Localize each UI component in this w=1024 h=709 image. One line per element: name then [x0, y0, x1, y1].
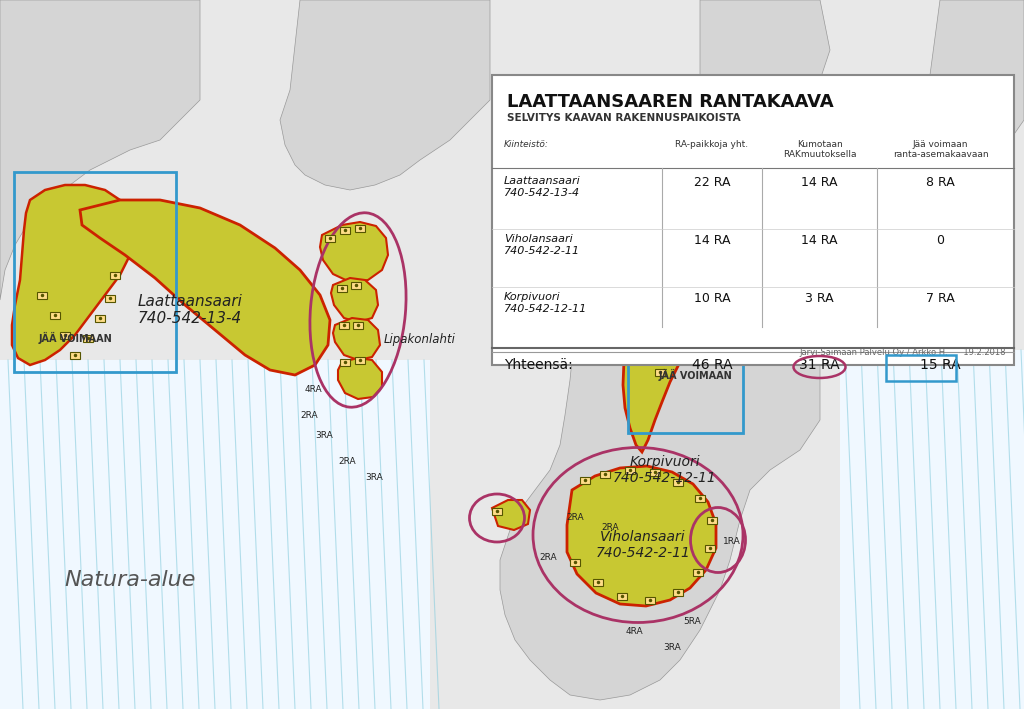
- FancyBboxPatch shape: [660, 325, 670, 332]
- Text: Järvi-Saimaan Palvelu Oy / Arkko H.      19.2.2018: Järvi-Saimaan Palvelu Oy / Arkko H. 19.2…: [800, 348, 1006, 357]
- Text: JÄÄ VOIMAAN: JÄÄ VOIMAAN: [38, 332, 112, 344]
- Text: Laattaansaari
740-542-13-4: Laattaansaari 740-542-13-4: [504, 176, 581, 198]
- Text: 2RA: 2RA: [601, 523, 618, 532]
- FancyBboxPatch shape: [492, 75, 1014, 365]
- Polygon shape: [333, 318, 380, 360]
- Text: Korpivuori
740-542-12-11: Korpivuori 740-542-12-11: [613, 455, 717, 485]
- Text: 22 RA: 22 RA: [693, 176, 730, 189]
- FancyBboxPatch shape: [593, 579, 603, 586]
- FancyBboxPatch shape: [60, 332, 70, 338]
- Text: 14 RA: 14 RA: [801, 234, 838, 247]
- FancyBboxPatch shape: [695, 494, 705, 501]
- FancyBboxPatch shape: [580, 476, 590, 484]
- Polygon shape: [492, 500, 530, 530]
- Text: RA-paikkoja yht.: RA-paikkoja yht.: [676, 140, 749, 149]
- Text: 3RA: 3RA: [664, 644, 681, 652]
- Polygon shape: [280, 0, 490, 190]
- FancyBboxPatch shape: [492, 508, 502, 515]
- Text: 10 RA: 10 RA: [693, 292, 730, 305]
- Polygon shape: [840, 350, 1024, 709]
- Text: Natura-alue: Natura-alue: [65, 570, 196, 590]
- Polygon shape: [925, 0, 1024, 160]
- Text: Kumotaan
RAKmuutoksella: Kumotaan RAKmuutoksella: [782, 140, 856, 160]
- Polygon shape: [0, 0, 200, 300]
- Text: 1RA: 1RA: [723, 537, 741, 547]
- Text: 2RA: 2RA: [338, 457, 355, 467]
- Text: 2RA: 2RA: [540, 554, 557, 562]
- Text: 7 RA: 7 RA: [926, 292, 954, 305]
- Text: 15 RA: 15 RA: [921, 358, 961, 372]
- FancyBboxPatch shape: [355, 357, 365, 364]
- Polygon shape: [338, 358, 382, 399]
- FancyBboxPatch shape: [637, 264, 647, 272]
- Polygon shape: [319, 222, 388, 282]
- Text: SELVITYS KAAVAN RAKENNUSPAIKOISTA: SELVITYS KAAVAN RAKENNUSPAIKOISTA: [507, 113, 740, 123]
- FancyBboxPatch shape: [673, 479, 683, 486]
- FancyBboxPatch shape: [70, 352, 80, 359]
- FancyBboxPatch shape: [339, 321, 349, 328]
- FancyBboxPatch shape: [663, 349, 673, 355]
- FancyBboxPatch shape: [625, 467, 635, 474]
- Text: 31 RA: 31 RA: [799, 358, 840, 372]
- Text: 0: 0: [937, 234, 944, 247]
- Text: 2RA: 2RA: [300, 411, 317, 420]
- Text: Lipakonlahti: Lipakonlahti: [384, 333, 456, 347]
- FancyBboxPatch shape: [647, 281, 657, 289]
- FancyBboxPatch shape: [655, 369, 665, 376]
- Text: 5RA: 5RA: [683, 618, 700, 627]
- Text: Kiinteistö:: Kiinteistö:: [504, 140, 549, 149]
- Polygon shape: [700, 0, 830, 120]
- Polygon shape: [12, 185, 135, 365]
- Text: 46 RA: 46 RA: [691, 358, 732, 372]
- FancyBboxPatch shape: [325, 235, 335, 242]
- FancyBboxPatch shape: [355, 225, 365, 232]
- FancyBboxPatch shape: [673, 588, 683, 596]
- Text: Laattaansaari
740-542-13-4: Laattaansaari 740-542-13-4: [137, 294, 243, 326]
- FancyBboxPatch shape: [693, 569, 703, 576]
- FancyBboxPatch shape: [353, 321, 362, 328]
- FancyBboxPatch shape: [570, 559, 580, 566]
- FancyBboxPatch shape: [95, 315, 105, 321]
- Polygon shape: [500, 250, 820, 700]
- Text: Viholansaari
740-542-2-11: Viholansaari 740-542-2-11: [596, 530, 690, 560]
- Text: Korpivuori
740-542-12-11: Korpivuori 740-542-12-11: [504, 292, 587, 313]
- Text: Jää voimaan
ranta-asemakaavaan: Jää voimaan ranta-asemakaavaan: [893, 140, 988, 160]
- FancyBboxPatch shape: [600, 471, 610, 477]
- FancyBboxPatch shape: [110, 272, 120, 279]
- Text: 8 RA: 8 RA: [926, 176, 954, 189]
- Text: 3RA: 3RA: [365, 474, 383, 483]
- FancyBboxPatch shape: [650, 469, 660, 476]
- FancyBboxPatch shape: [617, 593, 627, 600]
- Text: Viholansaari
740-542-2-11: Viholansaari 740-542-2-11: [504, 234, 581, 256]
- FancyBboxPatch shape: [340, 359, 350, 366]
- Polygon shape: [567, 466, 716, 606]
- Text: LAATTAANSAAREN RANTAKAAVA: LAATTAANSAAREN RANTAKAAVA: [507, 93, 834, 111]
- Text: 2RA: 2RA: [566, 513, 584, 523]
- Polygon shape: [80, 200, 330, 375]
- Polygon shape: [331, 278, 378, 322]
- FancyBboxPatch shape: [105, 294, 115, 301]
- FancyBboxPatch shape: [337, 284, 347, 291]
- Text: 4RA: 4RA: [305, 386, 323, 394]
- FancyBboxPatch shape: [351, 281, 361, 289]
- FancyBboxPatch shape: [645, 596, 655, 603]
- FancyBboxPatch shape: [340, 226, 350, 233]
- Text: 4RA: 4RA: [626, 627, 643, 637]
- FancyBboxPatch shape: [37, 291, 47, 298]
- FancyBboxPatch shape: [707, 516, 717, 523]
- Text: 3RA: 3RA: [315, 430, 333, 440]
- Text: 14 RA: 14 RA: [801, 176, 838, 189]
- FancyBboxPatch shape: [50, 311, 60, 318]
- Polygon shape: [0, 360, 430, 709]
- FancyBboxPatch shape: [705, 545, 715, 552]
- Text: 14 RA: 14 RA: [693, 234, 730, 247]
- Text: Yhteensä:: Yhteensä:: [504, 358, 572, 372]
- Text: JÄÄ VOIMAAN: JÄÄ VOIMAAN: [658, 369, 732, 381]
- FancyBboxPatch shape: [83, 335, 93, 342]
- Text: 3 RA: 3 RA: [805, 292, 834, 305]
- FancyBboxPatch shape: [655, 301, 665, 308]
- Polygon shape: [623, 252, 700, 452]
